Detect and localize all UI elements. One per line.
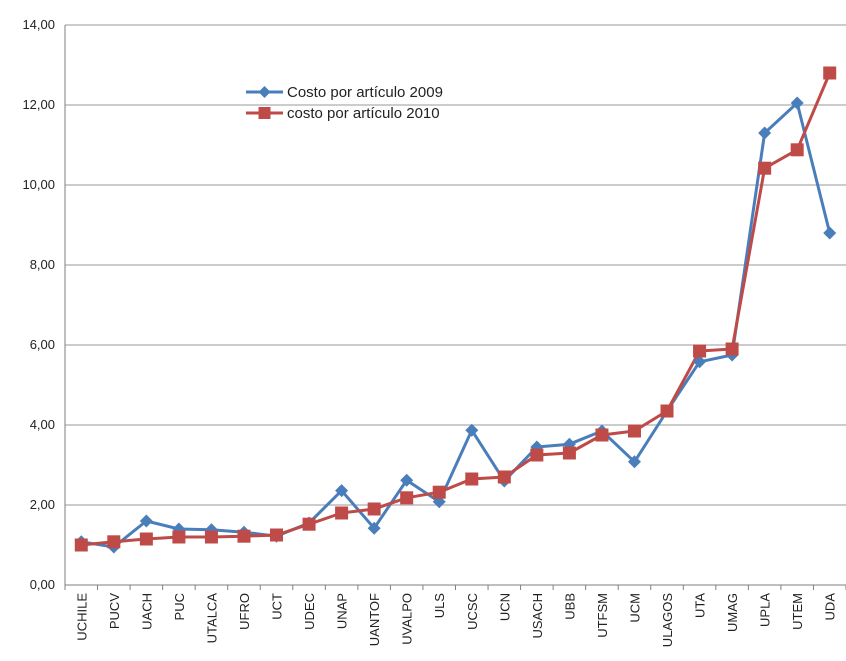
y-tick-label: 14,00 (22, 17, 55, 32)
data-point-diamond (367, 521, 381, 535)
data-point-square (758, 161, 772, 175)
legend: Costo por artículo 2009 costo por artícu… (246, 84, 443, 122)
y-tick-label: 8,00 (30, 257, 55, 272)
data-point-diamond (465, 423, 479, 437)
data-point-square (627, 424, 641, 438)
y-tick-label: 4,00 (30, 417, 55, 432)
y-axis-tick-labels: 0,00 2,00 4,00 6,00 8,00 10,00 12,00 14,00 (22, 17, 55, 592)
data-point-square (400, 491, 414, 505)
x-axis-tick-labels: UCHILE PUCV UACH PUC UTALCA UFRO UCT UDEC UNAP UA… (74, 593, 837, 648)
data-point-square (823, 66, 837, 80)
y-tick-label: 10,00 (22, 177, 55, 192)
data-point-square (270, 528, 284, 542)
y-tick-label: 6,00 (30, 337, 55, 352)
data-point-square (107, 535, 121, 549)
x-tick-label: UFRO (237, 593, 252, 630)
data-point-diamond (627, 455, 641, 469)
x-tick-label: UDA (823, 593, 838, 621)
x-tick-label: UTFSM (595, 593, 610, 638)
data-point-square (725, 342, 739, 356)
x-tick-label: UCM (627, 593, 642, 623)
legend-entry-2009: Costo por artículo 2009 (246, 84, 443, 101)
x-tick-label: UBB (562, 593, 577, 620)
x-tick-label: UCN (497, 593, 512, 621)
data-point-square (302, 517, 316, 531)
data-point-square (530, 448, 544, 462)
data-point-square (562, 446, 576, 460)
data-point-square (693, 344, 707, 358)
data-point-square (237, 529, 251, 543)
legend-marker-2009 (258, 86, 271, 98)
x-tick-label: UTALCA (204, 593, 219, 644)
data-point-diamond (335, 484, 349, 498)
series-lines (81, 72, 832, 549)
x-tick-label: UDEC (302, 593, 317, 630)
x-tick-label: UCSC (465, 593, 480, 630)
data-point-square (790, 143, 804, 157)
data-point-square (497, 470, 511, 484)
series-markers (74, 66, 837, 554)
data-point-square (595, 428, 609, 442)
x-tick-label: UVALPO (400, 593, 415, 645)
legend-label-2009: Costo por artículo 2009 (287, 84, 443, 101)
data-point-diamond (400, 473, 414, 487)
data-point-square (660, 404, 674, 418)
x-tick-label: UCT (270, 593, 285, 620)
data-point-diamond (823, 226, 837, 240)
legend-label-2010: costo por artículo 2010 (287, 105, 440, 122)
x-tick-label: UMAG (725, 593, 740, 632)
x-tick-label: USACH (530, 593, 545, 639)
x-tick-label: UNAP (335, 593, 350, 629)
series-line-1 (81, 72, 832, 547)
x-axis (64, 25, 846, 590)
x-tick-label: UCHILE (74, 593, 89, 641)
data-point-diamond (790, 96, 804, 110)
data-point-square (465, 472, 479, 486)
x-tick-label: ULS (432, 593, 447, 619)
y-tick-label: 2,00 (30, 497, 55, 512)
x-tick-label: PUCV (107, 593, 122, 629)
data-point-diamond (139, 514, 153, 528)
data-point-diamond (758, 126, 772, 140)
data-point-square (172, 530, 186, 544)
data-point-square (204, 530, 218, 544)
x-tick-label: UTA (693, 593, 708, 618)
x-tick-label: ULAGOS (660, 593, 675, 648)
data-point-square (335, 506, 349, 520)
y-tick-label: 0,00 (30, 577, 55, 592)
data-point-square (74, 538, 88, 552)
y-tick-label: 12,00 (22, 97, 55, 112)
x-tick-label: UTEM (790, 593, 805, 630)
data-point-square (432, 485, 446, 499)
x-tick-label: UACH (139, 593, 154, 630)
data-point-diamond (693, 355, 707, 369)
x-tick-label: UPLA (758, 593, 773, 627)
data-point-square (367, 502, 381, 516)
legend-entry-2010: costo por artículo 2010 (246, 105, 440, 122)
data-point-square (139, 532, 153, 546)
x-tick-label: PUC (172, 593, 187, 620)
legend-marker-2010 (258, 107, 271, 119)
gridlines (65, 24, 846, 586)
series-line-0 (81, 101, 832, 549)
x-tick-label: UANTOF (367, 593, 382, 646)
